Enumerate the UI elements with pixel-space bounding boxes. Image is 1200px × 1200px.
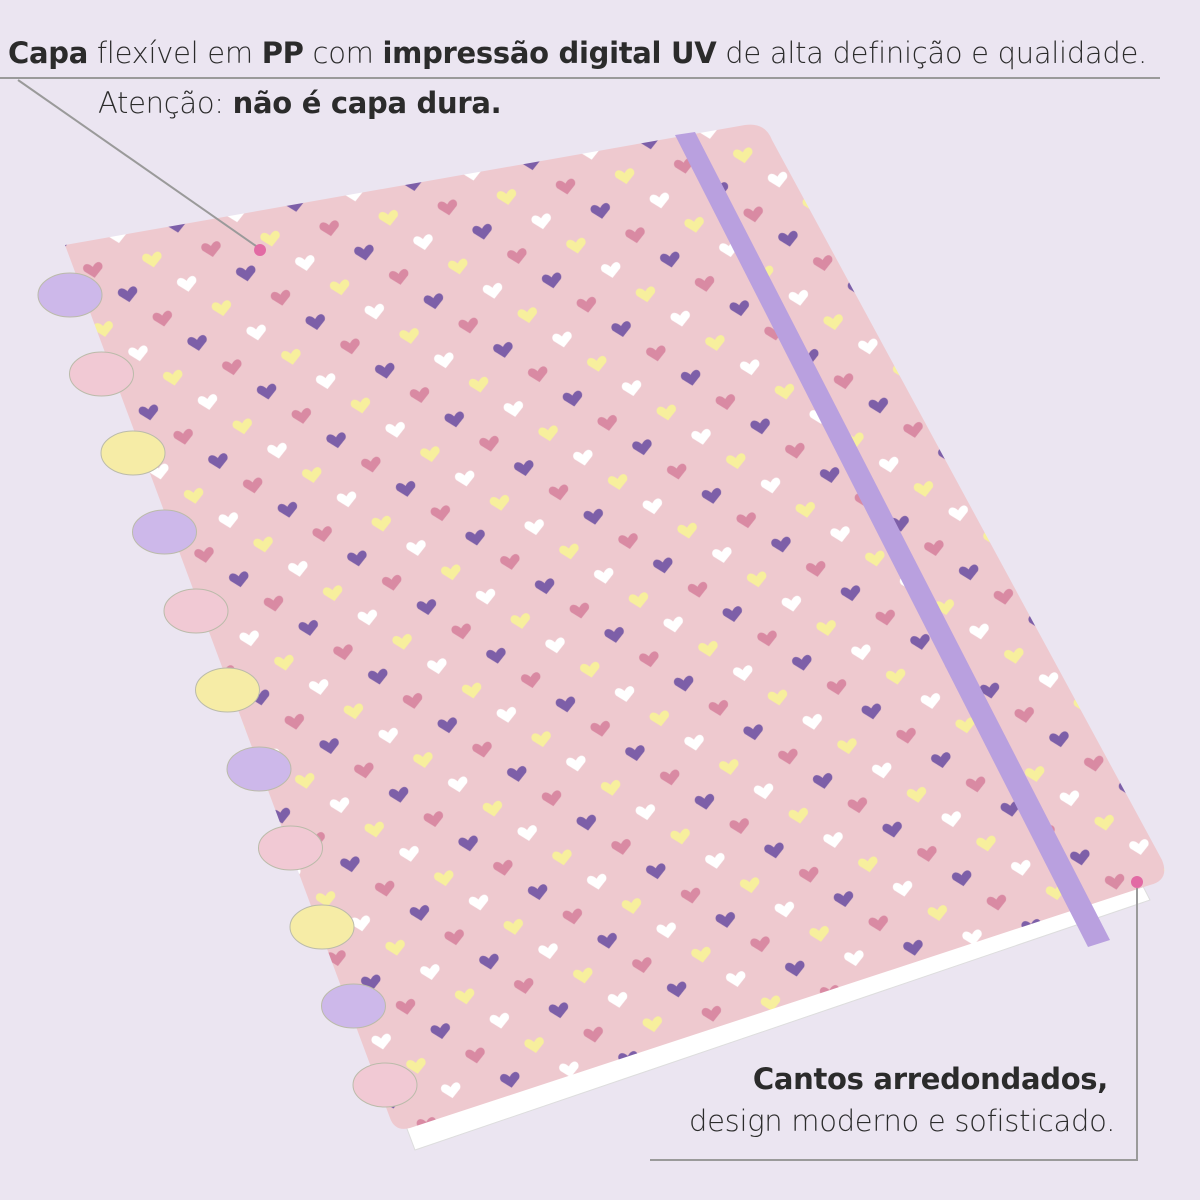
callout-line: [650, 888, 1138, 1161]
callout-dot: [254, 244, 266, 256]
ring: [321, 983, 386, 1029]
callout-text: design moderno e sofisticado.: [689, 1104, 1115, 1138]
ring: [163, 588, 229, 634]
text-segment: PP: [261, 36, 304, 70]
ring: [352, 1062, 418, 1108]
text-segment: Capa: [8, 36, 88, 70]
text-segment: com: [303, 36, 383, 70]
ring: [69, 351, 134, 397]
elastic-band: [675, 132, 1110, 947]
ring: [226, 746, 292, 792]
text-segment: flexível em: [87, 36, 262, 70]
callout-text: Atenção: não é capa dura.: [98, 86, 502, 120]
rings: [37, 272, 418, 1108]
ring: [289, 904, 355, 950]
text-segment: não é capa dura.: [232, 86, 502, 120]
text-segment: de alta definição e qualidade.: [716, 36, 1147, 70]
text-segment: Cantos arredondados,: [752, 1062, 1108, 1096]
ring: [195, 667, 260, 713]
ring: [37, 272, 103, 318]
callout-dot: [1131, 876, 1143, 888]
callout-text: Cantos arredondados,: [753, 1062, 1108, 1096]
cover: [65, 124, 1165, 1129]
text-segment: Atenção:: [98, 86, 233, 120]
ring: [258, 825, 323, 871]
text-segment: design moderno e sofisticado.: [688, 1104, 1115, 1138]
text-segment: impressão digital UV: [382, 36, 717, 70]
ring: [132, 509, 197, 555]
ring: [100, 430, 166, 476]
callout-text: Capa flexível em PP com impressão digita…: [8, 36, 1147, 70]
callout-line: [17, 79, 257, 247]
